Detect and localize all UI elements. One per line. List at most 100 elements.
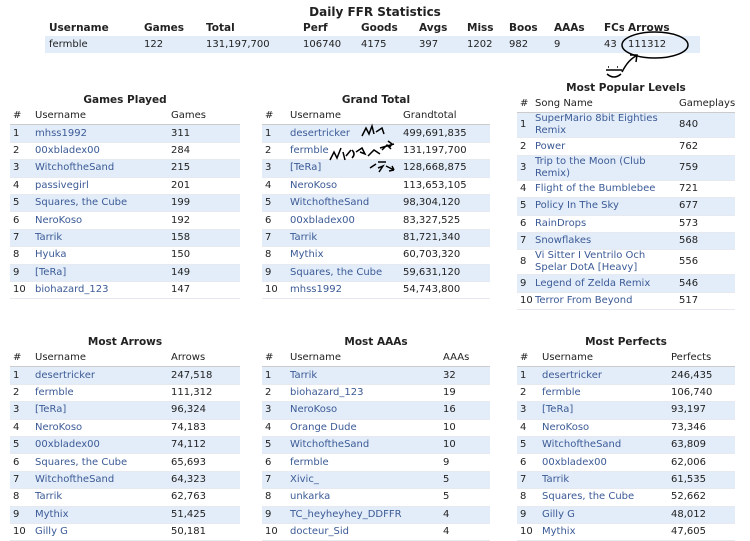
cell: 311 (168, 124, 240, 143)
cell: 982 (505, 36, 550, 53)
cell: biohazard_123 (32, 281, 168, 300)
cell: 284 (168, 142, 240, 161)
cell: 00xbladex00 (32, 436, 168, 455)
cell: fermble (539, 384, 668, 403)
cell: 6 (517, 215, 532, 233)
cell: 4175 (357, 36, 415, 53)
cell: 3 (262, 401, 287, 420)
table-block: Most AAAs # Username AAAs 1 Tarrik 32 2 biohazar… (262, 334, 490, 541)
cell: SuperMario 8bit Eighties Remix (532, 112, 676, 139)
header-cell: # (262, 350, 287, 368)
row: 3 [TeRa] 128,668,875 (262, 159, 490, 178)
row: 1 desertricker 246,435 (517, 366, 735, 385)
cell: Flight of the Bumblebee (532, 180, 676, 199)
cell: 10 (517, 523, 539, 541)
cell: 1 (517, 366, 539, 385)
row: 5 00xbladex00 74,112 (10, 436, 240, 455)
cell: NeroKoso (32, 419, 168, 437)
cell: 10 (262, 281, 287, 300)
row: 6 Squares, the Cube 65,693 (10, 453, 240, 472)
header-row: # Username Arrows (10, 350, 240, 368)
header-cell: # (517, 350, 539, 368)
cell: 5 (10, 436, 32, 455)
cell: WitchoftheSand (32, 471, 168, 490)
cell: 10 (440, 419, 490, 437)
cell: Gilly G (32, 523, 168, 541)
header-cell: Gameplays (676, 96, 735, 114)
row: 8 Hyuka 150 (10, 246, 240, 265)
cell: 64,323 (168, 471, 240, 490)
row: 4 NeroKoso 73,346 (517, 419, 735, 437)
cell: 00xbladex00 (539, 453, 668, 472)
row: 7 Xivic_ 5 (262, 471, 490, 490)
cell: 246,435 (668, 366, 735, 385)
cell: Tarrik (32, 229, 168, 248)
cell: 10 (517, 292, 532, 311)
cell: 8 (517, 249, 532, 276)
cell: 122 (140, 36, 202, 53)
cell: 8 (517, 488, 539, 507)
header-row: # Username Perfects (517, 350, 735, 368)
cell: 65,693 (168, 453, 240, 472)
row: 8 Vi Sitter I Ventrilo Och Spelar DotA [H… (517, 249, 735, 276)
row: 9 Squares, the Cube 59,631,120 (262, 264, 490, 282)
header-cell: Username (287, 350, 440, 368)
cell: Tarrik (287, 366, 440, 385)
cell: 9 (517, 274, 532, 293)
cell: 192 (168, 211, 240, 230)
header-cell: Arrows (628, 22, 670, 35)
data-table: # Username AAAs 1 Tarrik 32 2 biohazard_123 19 3 N… (262, 350, 490, 541)
cell: 7 (262, 471, 287, 490)
cell: 147 (168, 281, 240, 300)
data-table: # Username Arrows 1 desertricker 247,518 2 ferm… (10, 350, 240, 541)
cell: 1 (10, 124, 32, 143)
page-title: Daily FFR Statistics (309, 5, 441, 19)
table-title: Games Played (83, 94, 167, 106)
cell: 4 (517, 419, 539, 437)
cell: 201 (168, 177, 240, 195)
cell: 556 (676, 249, 735, 276)
cell: desertricker (32, 366, 168, 385)
row: 5 WitchoftheSand 63,809 (517, 436, 735, 455)
row: 10 docteur_Sid 4 (262, 523, 490, 541)
row: 8 Mythix 60,703,320 (262, 246, 490, 265)
cell: NeroKoso (539, 419, 668, 437)
cell: 47,605 (668, 523, 735, 541)
cell: 63,809 (668, 436, 735, 455)
row: 9 [TeRa] 149 (10, 264, 240, 282)
cell: 3 (10, 401, 32, 420)
header-cell: Username (32, 108, 168, 126)
row: 9 Legend of Zelda Remix 546 (517, 274, 735, 293)
cell: 113,653,105 (400, 177, 490, 195)
row: 10 Mythix 47,605 (517, 523, 735, 541)
cell: WitchoftheSand (287, 194, 400, 213)
cell: 19 (440, 384, 490, 403)
cell: Vi Sitter I Ventrilo Och Spelar DotA [He… (532, 249, 676, 276)
cell: 5 (10, 194, 32, 213)
row: 4 NeroKoso 113,653,105 (262, 177, 490, 195)
cell: 51,425 (168, 506, 240, 524)
row: 6 NeroKoso 192 (10, 211, 240, 230)
header-row: # Username AAAs (262, 350, 490, 368)
row: 7 WitchoftheSand 64,323 (10, 471, 240, 490)
table-block: Most Popular Levels # Song Name Gameplays 1 S… (517, 80, 735, 311)
cell: 9 (10, 506, 32, 524)
row: 2 00xbladex00 284 (10, 142, 240, 161)
row: 4 Flight of the Bumblebee 721 (517, 180, 735, 199)
table-block: Most Arrows # Username Arrows 1 desertricker 2… (10, 334, 240, 541)
cell: fermble (287, 142, 400, 161)
data-table: # Song Name Gameplays 1 SuperMario 8bit Eigh… (517, 96, 735, 311)
row: 2 biohazard_123 19 (262, 384, 490, 403)
row: 9 Mythix 51,425 (10, 506, 240, 524)
cell: 32 (440, 366, 490, 385)
cell: 1 (262, 124, 287, 143)
cell: Gilly G (539, 506, 668, 524)
header-cell: AAAs (554, 22, 585, 35)
cell: 2 (262, 142, 287, 161)
cell: 6 (10, 453, 32, 472)
cell: 1 (262, 366, 287, 385)
table-block: Grand Total # Username Grandtotal 1 desertric… (262, 92, 490, 300)
summary-row: fermble 122 131,197,700 106740 4175 397 1202 98… (45, 36, 700, 53)
cell: [TeRa] (287, 159, 400, 178)
cell: 3 (10, 159, 32, 178)
